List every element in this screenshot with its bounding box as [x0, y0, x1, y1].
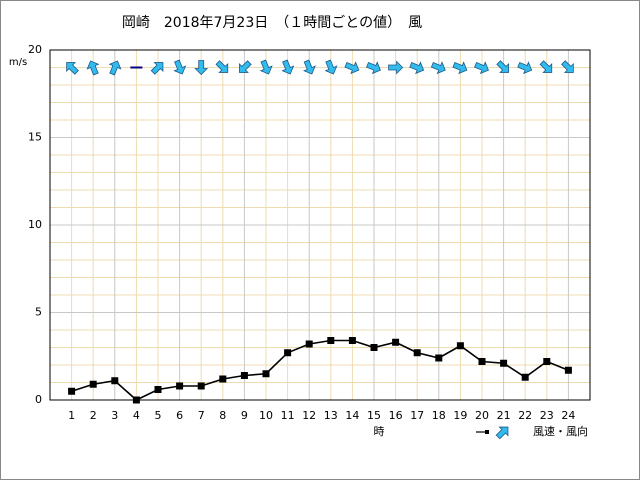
wind-arrow — [517, 61, 533, 75]
x-tick-label: 7 — [198, 409, 205, 422]
x-tick-label: 11 — [281, 409, 295, 422]
wind-arrow — [302, 59, 316, 75]
wind-arrow — [452, 61, 468, 75]
wind-arrow — [344, 61, 360, 75]
data-point — [478, 358, 486, 365]
data-point — [197, 382, 205, 390]
data-point — [284, 349, 292, 357]
x-tick-label: 17 — [410, 409, 424, 422]
wind-arrow — [539, 60, 553, 73]
data-point — [435, 354, 443, 362]
wind-arrow — [108, 60, 122, 76]
wind-arrow — [430, 61, 446, 75]
x-tick-label: 1 — [68, 409, 75, 422]
wind-arrow — [215, 60, 229, 73]
data-point — [327, 337, 335, 344]
data-point — [564, 366, 572, 374]
y-axis-label: m/s — [9, 57, 27, 68]
x-tick-label: 2 — [90, 409, 97, 422]
wind-arrow — [496, 60, 509, 73]
wind-arrow — [150, 62, 164, 75]
series-line — [71, 339, 569, 401]
x-tick-label: 21 — [497, 409, 511, 422]
data-point — [543, 358, 551, 365]
data-point — [262, 370, 270, 378]
wind-arrow — [474, 61, 489, 75]
data-point — [176, 382, 184, 390]
data-point — [456, 342, 464, 350]
data-point — [348, 337, 356, 344]
x-tick-label: 16 — [389, 409, 403, 422]
y-tick-label: 5 — [35, 306, 42, 319]
x-tick-label: 3 — [111, 409, 118, 422]
data-point — [500, 359, 508, 367]
x-tick-label: 6 — [176, 409, 183, 422]
wind-arrow — [259, 59, 273, 75]
x-tick-label: 8 — [219, 409, 226, 422]
data-point — [132, 396, 140, 404]
x-tick-label: 18 — [432, 409, 446, 422]
x-tick-label: 9 — [241, 409, 248, 422]
wind-arrow — [239, 60, 252, 73]
data-point — [89, 380, 97, 388]
legend-dot — [485, 430, 489, 434]
wind-arrow — [366, 61, 381, 75]
x-tick-label: 4 — [133, 409, 140, 422]
data-point — [521, 373, 529, 381]
data-point — [219, 375, 227, 383]
wind-arrow — [194, 60, 209, 76]
data-point — [413, 349, 421, 357]
x-tick-label: 23 — [540, 409, 554, 422]
y-tick-label: 10 — [28, 218, 42, 231]
x-tick-label: 5 — [155, 409, 162, 422]
x-tick-label: 22 — [518, 409, 532, 422]
plot-border — [49, 49, 591, 401]
data-point — [370, 344, 378, 351]
wind-arrow — [324, 59, 338, 75]
wind-arrow — [66, 62, 79, 75]
data-point — [240, 372, 248, 379]
y-tick-label: 15 — [28, 131, 42, 144]
y-tick-label: 20 — [28, 43, 42, 56]
x-tick-label: 19 — [453, 409, 467, 422]
wind-arrow — [561, 60, 574, 73]
data-point — [68, 387, 76, 395]
wind-arrow — [409, 61, 425, 75]
data-point — [111, 377, 119, 385]
x-axis-label: 時 — [374, 425, 385, 438]
x-tick-label: 13 — [324, 409, 338, 422]
wind-arrow — [173, 59, 187, 75]
x-tick-label: 24 — [561, 409, 575, 422]
wind-arrow — [388, 60, 404, 75]
x-tick-label: 20 — [475, 409, 489, 422]
data-point — [392, 338, 400, 346]
x-tick-label: 14 — [345, 409, 359, 422]
chart-title: 岡崎 2018年7月23日 （１時間ごとの値） 風 — [122, 15, 422, 31]
wind-arrow — [86, 60, 100, 76]
wind-arrow — [281, 59, 295, 75]
data-point — [305, 340, 313, 348]
legend-label: 風速・風向 — [533, 424, 588, 438]
legend-arrow — [495, 426, 509, 440]
x-tick-label: 15 — [367, 409, 381, 422]
data-point — [154, 386, 162, 393]
y-tick-label: 0 — [35, 393, 42, 406]
x-tick-label: 12 — [302, 409, 316, 422]
x-tick-label: 10 — [259, 409, 273, 422]
